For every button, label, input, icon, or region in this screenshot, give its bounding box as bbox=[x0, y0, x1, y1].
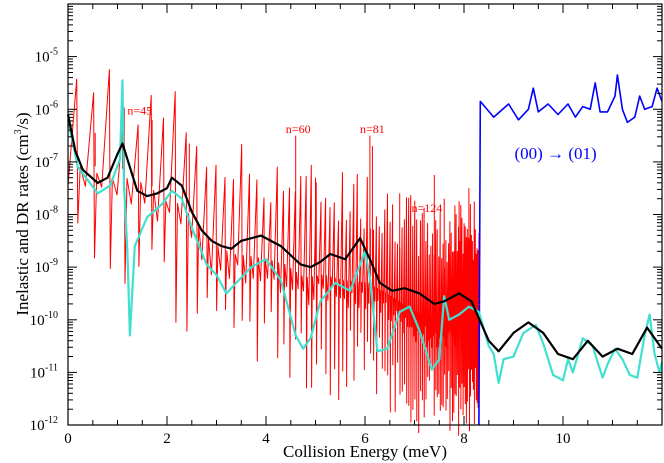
resonance-label: n=45 bbox=[127, 104, 152, 118]
y-tick-label-exponent: -5 bbox=[50, 47, 58, 58]
y-tick-label-base: 10 bbox=[35, 208, 50, 224]
y-tick-label: 10-5 bbox=[35, 47, 58, 66]
axis-ticks bbox=[67, 4, 663, 426]
x-axis-title: Collision Energy (meV) bbox=[283, 442, 447, 461]
y-tick-label-exponent: -6 bbox=[50, 99, 58, 110]
red-series-line bbox=[67, 69, 480, 436]
y-tick-label: 10-11 bbox=[30, 362, 58, 381]
series-dr-rate-red bbox=[67, 69, 480, 436]
x-tick-label: 6 bbox=[361, 431, 369, 447]
black-series-line bbox=[66, 114, 663, 361]
y-tick-label-exponent: -7 bbox=[50, 152, 58, 163]
y-tick-label-base: 10 bbox=[30, 313, 45, 329]
y-tick-label: 10-7 bbox=[35, 152, 58, 171]
y-tick-label: 10-10 bbox=[30, 310, 58, 329]
y-tick-label-exponent: -8 bbox=[50, 205, 58, 216]
resonance-label: n=60 bbox=[286, 122, 311, 136]
x-tick-label: 4 bbox=[262, 431, 270, 447]
y-tick-label-base: 10 bbox=[35, 102, 50, 118]
y-tick-label: 10-8 bbox=[35, 205, 58, 224]
y-tick-label-base: 10 bbox=[30, 418, 45, 434]
resonance-label: n=124 bbox=[412, 201, 443, 215]
series-total-black bbox=[66, 114, 663, 361]
y-tick-label-exponent: -9 bbox=[50, 257, 58, 268]
y-tick-label: 10-12 bbox=[30, 415, 58, 434]
y-tick-label-exponent: -11 bbox=[45, 362, 58, 373]
x-tick-labels: 0 2 4 6 8 10 bbox=[64, 431, 570, 447]
y-tick-label-base: 10 bbox=[35, 260, 50, 276]
y-tick-label-exponent: -10 bbox=[45, 310, 58, 321]
turquoise-series-line bbox=[66, 79, 664, 384]
x-tick-label: 0 bbox=[64, 431, 72, 447]
series-inelastic-blue bbox=[478, 74, 663, 426]
y-tick-label: 10-9 bbox=[35, 257, 58, 276]
annotations: n=45 n=60 n=81 n=124 (00) → (01) bbox=[127, 104, 596, 215]
y-axis-title-suffix: /s) bbox=[13, 112, 32, 129]
series-convolved-turquoise bbox=[66, 79, 664, 384]
y-tick-label-base: 10 bbox=[35, 155, 50, 171]
y-axis-title-sup: 3 bbox=[13, 129, 24, 134]
y-tick-label-base: 10 bbox=[30, 365, 45, 381]
x-tick-label: 2 bbox=[163, 431, 171, 447]
y-axis-title: Inelastic and DR rates (cm3/s) bbox=[13, 112, 32, 315]
resonance-label: n=81 bbox=[360, 122, 385, 136]
transition-label: (00) → (01) bbox=[515, 144, 597, 163]
x-tick-label: 10 bbox=[556, 431, 571, 447]
y-tick-label-base: 10 bbox=[35, 50, 50, 66]
blue-series-line bbox=[478, 74, 663, 426]
y-tick-label: 10-6 bbox=[35, 99, 58, 118]
y-tick-label-exponent: -12 bbox=[45, 415, 58, 426]
y-axis-title-prefix: Inelastic and DR rates (cm bbox=[13, 134, 32, 315]
x-tick-label: 8 bbox=[460, 431, 468, 447]
